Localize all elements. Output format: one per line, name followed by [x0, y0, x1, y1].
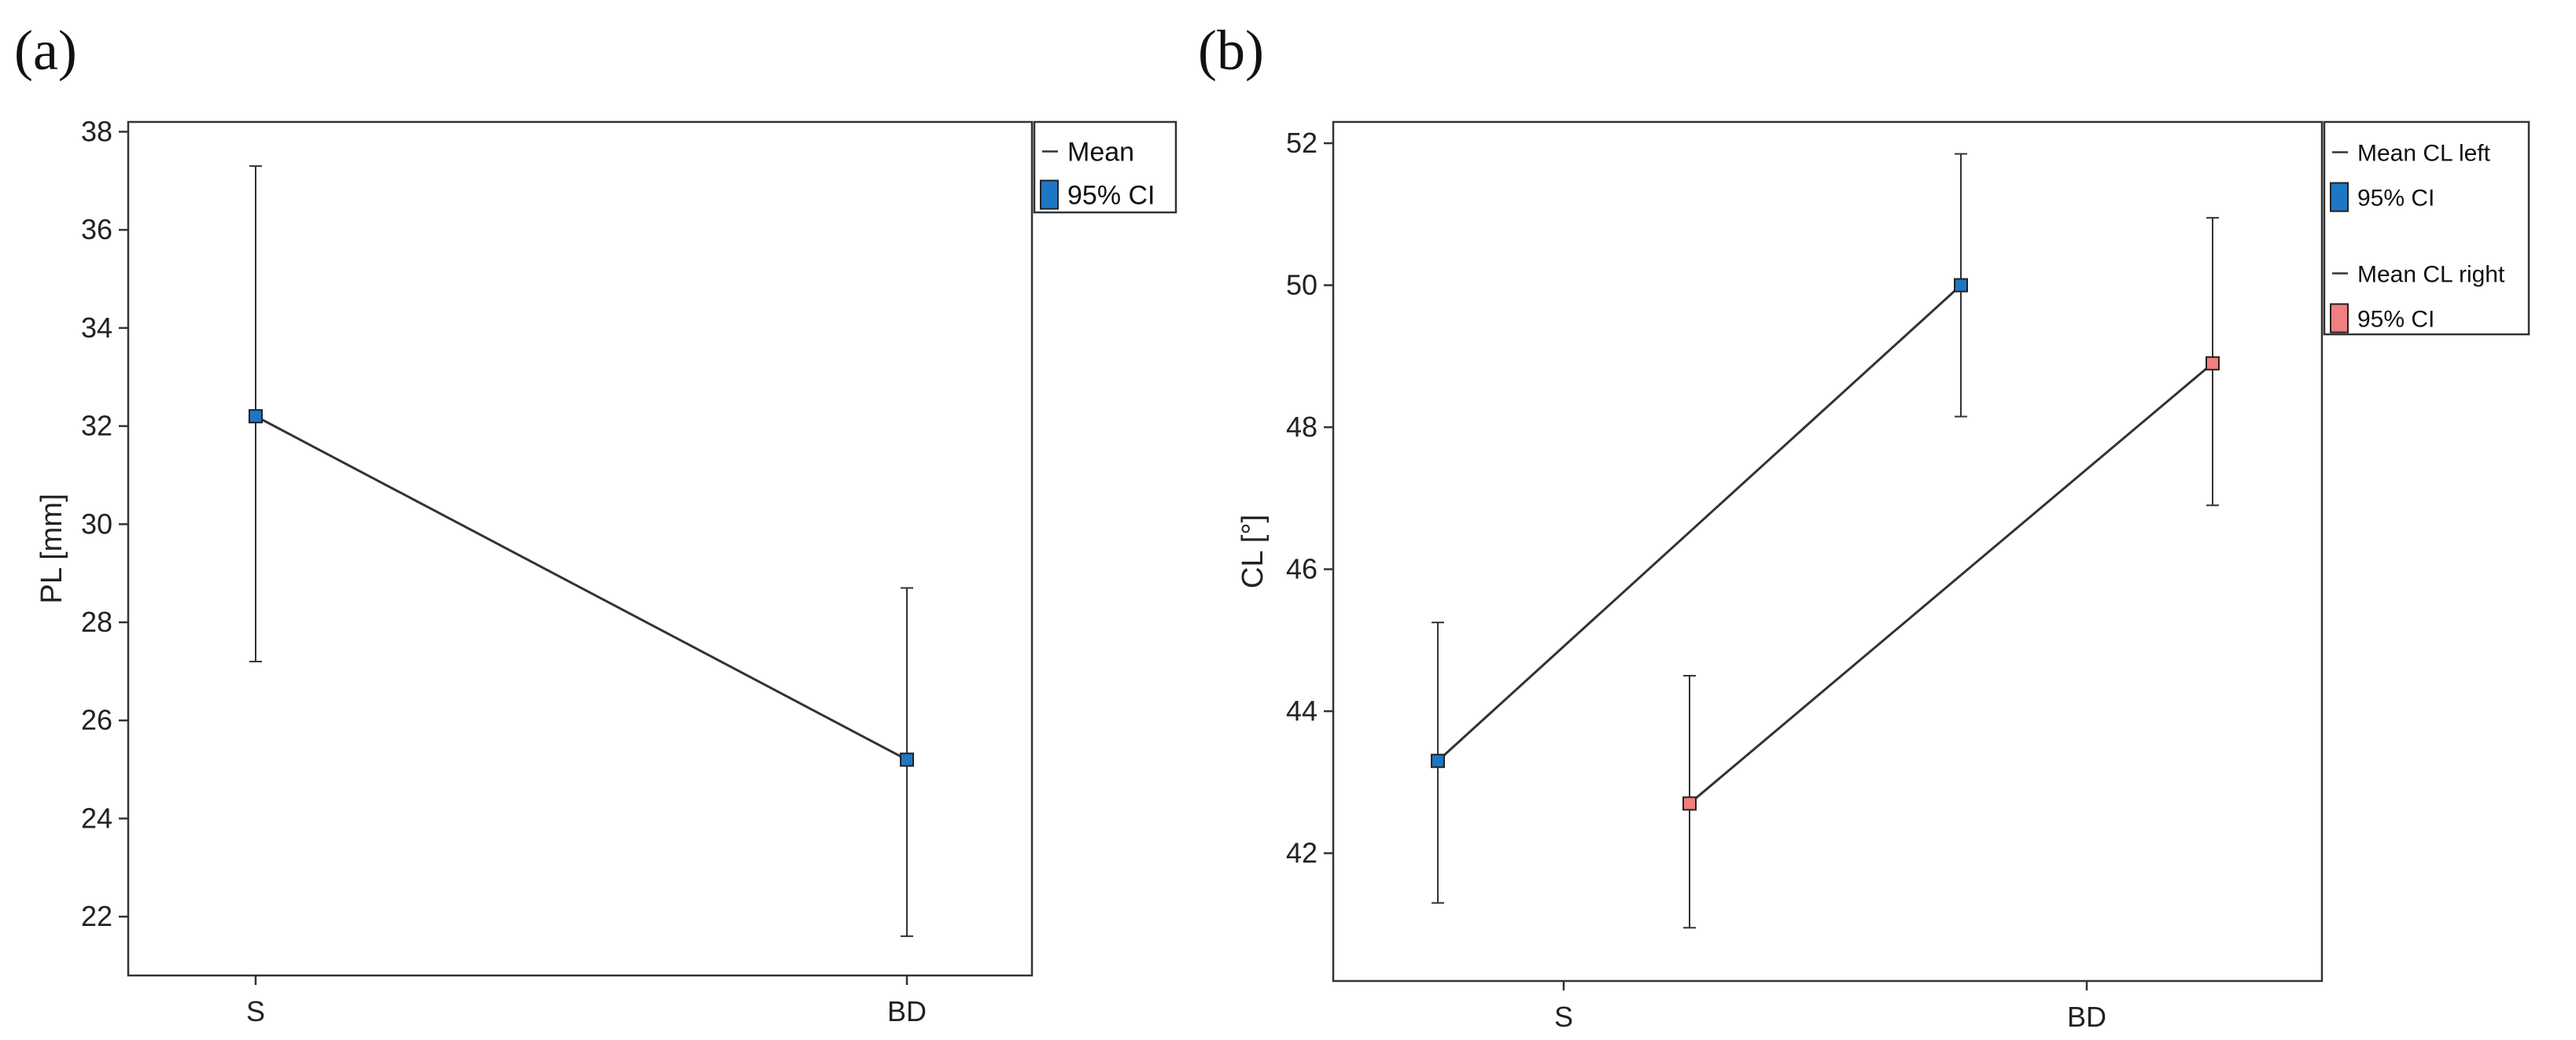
y-tick-label: 50 — [1286, 269, 1317, 301]
y-axis-label: CL [°] — [1236, 514, 1270, 588]
mean-marker — [249, 409, 263, 424]
y-tick-label: 26 — [81, 704, 112, 736]
mean-line — [255, 415, 908, 761]
legend-label: 95% CI — [1067, 181, 1155, 211]
y-tick-label: 28 — [81, 606, 112, 638]
mean-line — [1689, 362, 2213, 805]
chart-panel-b: (b) 42 44 46 48 50 52 S BD CL [°] Mean CL left 95% … — [1198, 19, 2530, 1033]
legend-label: Mean CL left — [2357, 140, 2491, 166]
legend-color-swatch — [1040, 179, 1059, 210]
mean-marker — [1682, 796, 1697, 811]
x-tick-label: S — [246, 995, 265, 1027]
y-tick-label: 30 — [81, 507, 112, 540]
x-tick-label: S — [1554, 1001, 1573, 1033]
mean-marker — [1954, 278, 1968, 293]
mean-marker — [900, 752, 914, 767]
y-axis-label: PL [mm] — [35, 493, 68, 603]
x-tick-label: BD — [2067, 1001, 2106, 1033]
legend-label: Mean — [1067, 138, 1134, 168]
plot-frame — [1332, 120, 2324, 983]
y-tick-label: 38 — [81, 115, 112, 147]
plot-frame — [127, 120, 1034, 977]
chart-panel-a: (a) 22 24 26 28 30 32 34 36 38 S BD PL [mm] Mean 95% C… — [14, 19, 1177, 1027]
legend-label: 95% CI — [2357, 306, 2434, 332]
y-tick-label: 46 — [1286, 553, 1317, 585]
y-tick-label: 52 — [1286, 127, 1317, 159]
y-tick-label: 24 — [81, 802, 112, 834]
mean-marker — [1431, 754, 1445, 769]
panel-label: (b) — [1198, 19, 1264, 82]
mean-marker — [2206, 356, 2220, 371]
legend-label: Mean CL right — [2357, 261, 2505, 287]
x-tick-label: BD — [887, 995, 927, 1027]
y-tick-label: 36 — [81, 213, 112, 245]
y-tick-label: 22 — [81, 900, 112, 932]
mean-line — [1436, 284, 1962, 762]
legend-label: 95% CI — [2357, 185, 2434, 211]
legend-box — [2323, 120, 2530, 336]
y-tick-label: 42 — [1286, 837, 1317, 869]
panel-label: (a) — [14, 19, 77, 82]
y-tick-label: 34 — [81, 312, 112, 344]
y-tick-label: 48 — [1286, 411, 1317, 443]
y-tick-label: 32 — [81, 410, 112, 442]
legend-color-swatch — [2330, 303, 2349, 334]
legend-color-swatch — [2330, 182, 2349, 212]
y-tick-label: 44 — [1286, 695, 1317, 727]
